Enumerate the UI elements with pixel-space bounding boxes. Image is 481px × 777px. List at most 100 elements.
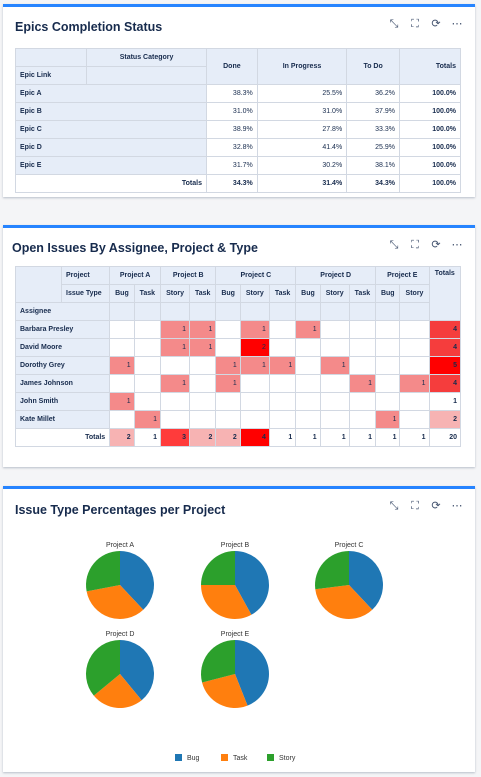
heatmap-cell[interactable]: 1 xyxy=(375,410,401,429)
more-icon[interactable]: ⋯ xyxy=(451,239,463,251)
heatmap-cell[interactable] xyxy=(319,392,350,411)
collapse-icon[interactable]: ⤡ xyxy=(389,239,399,251)
heatmap-cell[interactable] xyxy=(133,320,162,339)
pie-slice-task[interactable] xyxy=(202,674,248,708)
heatmap-cell[interactable] xyxy=(319,410,350,429)
heatmap-cell[interactable] xyxy=(295,338,321,357)
heatmap-cell[interactable] xyxy=(319,338,350,357)
heatmap-cell[interactable] xyxy=(319,320,350,339)
heatmap-cell[interactable]: 1 xyxy=(268,356,297,375)
heatmap-cell[interactable]: 1 xyxy=(215,374,241,393)
assignee-label[interactable]: Kate Millet xyxy=(14,410,111,429)
heatmap-cell[interactable]: 1 xyxy=(159,320,191,339)
heatmap-cell[interactable] xyxy=(189,410,217,429)
heatmap-cell[interactable]: 1 xyxy=(159,374,191,393)
heatmap-cell[interactable] xyxy=(268,410,297,429)
pie-slice-task[interactable] xyxy=(315,585,373,619)
heatmap-cell[interactable] xyxy=(189,374,217,393)
pie-slice-story[interactable] xyxy=(201,640,235,683)
heatmap-cell[interactable]: 1 xyxy=(215,356,241,375)
heatmap-cell[interactable]: 1 xyxy=(159,338,191,357)
epic-label[interactable]: Epic B xyxy=(15,102,207,121)
assignee-label[interactable]: Dorothy Grey xyxy=(14,356,111,375)
heatmap-cell[interactable]: 2 xyxy=(239,338,270,357)
epic-label[interactable]: Epic C xyxy=(15,120,207,139)
epic-label[interactable]: Epic E xyxy=(15,156,207,175)
heatmap-cell[interactable] xyxy=(295,392,321,411)
legend-item[interactable]: Bug xyxy=(175,754,200,762)
heatmap-cell[interactable] xyxy=(268,374,297,393)
heatmap-cell[interactable] xyxy=(319,374,350,393)
heatmap-cell[interactable] xyxy=(215,392,241,411)
heatmap-cell[interactable] xyxy=(239,410,270,429)
heatmap-cell[interactable] xyxy=(348,392,377,411)
assignee-label[interactable]: Barbara Presley xyxy=(14,320,111,339)
heatmap-cell[interactable]: 1 xyxy=(189,338,217,357)
refresh-icon[interactable]: ⟳ xyxy=(431,500,441,512)
heatmap-cell[interactable] xyxy=(133,374,162,393)
epic-label[interactable]: Epic D xyxy=(15,138,207,157)
epic-label[interactable]: Epic A xyxy=(15,84,207,103)
pie-slice-task[interactable] xyxy=(201,585,252,619)
heatmap-cell[interactable] xyxy=(375,320,401,339)
heatmap-cell[interactable] xyxy=(375,338,401,357)
heatmap-cell[interactable] xyxy=(189,356,217,375)
assignee-label[interactable]: David Moore xyxy=(14,338,111,357)
heatmap-cell[interactable] xyxy=(375,392,401,411)
heatmap-cell[interactable]: 1 xyxy=(189,320,217,339)
heatmap-cell[interactable]: 1 xyxy=(348,374,377,393)
heatmap-cell[interactable] xyxy=(348,320,377,339)
heatmap-cell[interactable] xyxy=(399,410,430,429)
heatmap-cell[interactable]: 1 xyxy=(109,356,135,375)
heatmap-cell[interactable] xyxy=(399,320,430,339)
expand-icon[interactable]: ⛶ xyxy=(411,500,419,512)
refresh-icon[interactable]: ⟳ xyxy=(431,18,441,30)
heatmap-cell[interactable] xyxy=(159,392,191,411)
heatmap-cell[interactable] xyxy=(268,320,297,339)
pie-slice-bug[interactable] xyxy=(120,640,154,701)
pie-slice-bug[interactable] xyxy=(120,551,154,610)
heatmap-cell[interactable] xyxy=(268,392,297,411)
heatmap-cell[interactable]: 1 xyxy=(399,374,430,393)
heatmap-cell[interactable] xyxy=(109,374,135,393)
heatmap-cell[interactable] xyxy=(375,356,401,375)
heatmap-cell[interactable] xyxy=(239,392,270,411)
more-icon[interactable]: ⋯ xyxy=(451,18,463,30)
heatmap-cell[interactable] xyxy=(348,356,377,375)
heatmap-cell[interactable] xyxy=(348,338,377,357)
pie-slice-bug[interactable] xyxy=(349,551,383,610)
assignee-label[interactable]: James Johnson xyxy=(14,374,111,393)
heatmap-cell[interactable] xyxy=(133,338,162,357)
heatmap-cell[interactable] xyxy=(215,338,241,357)
pie-slice-story[interactable] xyxy=(201,551,235,585)
heatmap-cell[interactable] xyxy=(295,356,321,375)
heatmap-cell[interactable]: 1 xyxy=(109,392,135,411)
heatmap-cell[interactable] xyxy=(268,338,297,357)
heatmap-cell[interactable]: 1 xyxy=(239,320,270,339)
expand-icon[interactable]: ⛶ xyxy=(411,18,419,30)
legend-item[interactable]: Story xyxy=(267,754,296,762)
heatmap-cell[interactable] xyxy=(133,392,162,411)
heatmap-cell[interactable] xyxy=(295,374,321,393)
heatmap-cell[interactable] xyxy=(399,392,430,411)
collapse-icon[interactable]: ⤡ xyxy=(389,18,399,30)
pie-slice-task[interactable] xyxy=(93,674,142,708)
collapse-icon[interactable]: ⤡ xyxy=(389,500,399,512)
heatmap-cell[interactable] xyxy=(159,356,191,375)
pie-slice-bug[interactable] xyxy=(235,551,269,615)
heatmap-cell[interactable] xyxy=(239,374,270,393)
heatmap-cell[interactable] xyxy=(189,392,217,411)
expand-icon[interactable]: ⛶ xyxy=(411,239,419,251)
legend-item[interactable]: Task xyxy=(221,754,248,762)
pie-slice-story[interactable] xyxy=(86,640,120,696)
refresh-icon[interactable]: ⟳ xyxy=(431,239,441,251)
heatmap-cell[interactable] xyxy=(159,410,191,429)
pie-slice-story[interactable] xyxy=(315,551,349,590)
heatmap-cell[interactable] xyxy=(109,410,135,429)
heatmap-cell[interactable] xyxy=(375,374,401,393)
heatmap-cell[interactable] xyxy=(295,410,321,429)
pie-slice-task[interactable] xyxy=(86,585,144,619)
heatmap-cell[interactable] xyxy=(109,338,135,357)
heatmap-cell[interactable]: 1 xyxy=(319,356,350,375)
heatmap-cell[interactable] xyxy=(215,410,241,429)
